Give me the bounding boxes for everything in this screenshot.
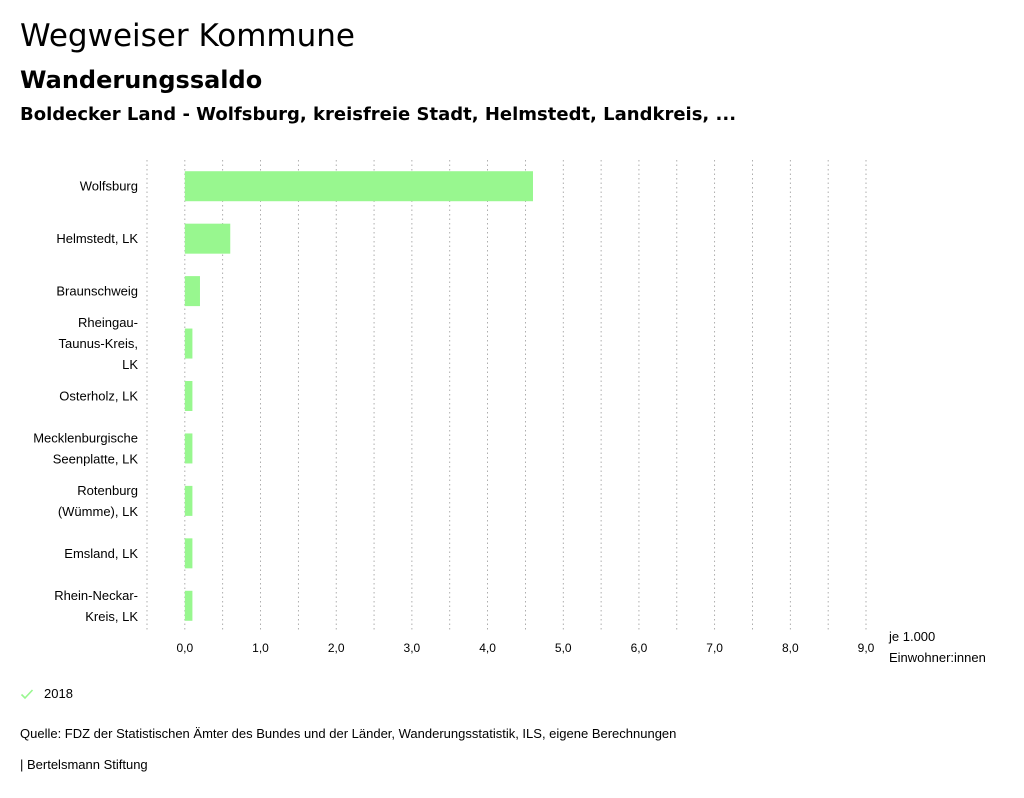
chart-bars (184, 171, 533, 621)
category-label: Rotenburg (Wümme), LK (58, 483, 139, 519)
x-tick-label: 0,0 (176, 641, 193, 655)
bar (184, 381, 193, 411)
bar (184, 485, 193, 516)
x-axis-ticks: 0,0 1,0 2,0 3,0 4,0 5,0 6,0 7,0 8,0 9,0 (176, 641, 874, 655)
check-icon (20, 688, 34, 699)
x-unit-label: Einwohner:innen (889, 650, 986, 665)
category-label: Helmstedt, LK (56, 231, 138, 246)
x-tick-label: 9,0 (858, 641, 875, 655)
bar (184, 590, 193, 621)
category-label: Wolfsburg (80, 179, 138, 194)
category-label: Braunschweig (56, 284, 138, 299)
category-label: Emsland, LK (64, 546, 138, 561)
category-label: Osterholz, LK (59, 389, 138, 404)
region-title: Boldecker Land - Wolfsburg, kreisfreie S… (20, 104, 737, 125)
x-tick-label: 7,0 (706, 641, 723, 655)
source-note: Quelle: FDZ der Statistischen Ämter des … (20, 726, 677, 741)
chart-subtitle: Wanderungssaldo (20, 66, 263, 94)
category-label: Rheingau-Taunus-Kreis, LK (59, 315, 139, 372)
legend-label: 2018 (44, 686, 73, 701)
x-tick-label: 6,0 (631, 641, 648, 655)
category-labels: Wolfsburg Helmstedt, LK Braunschweig Rheing… (33, 179, 138, 624)
legend[interactable]: 2018 (20, 686, 73, 701)
brand-note: | Bertelsmann Stiftung (20, 757, 148, 772)
x-tick-label: 3,0 (404, 641, 421, 655)
bar (184, 171, 533, 202)
bar (184, 276, 200, 307)
page-title: Wegweiser Kommune (20, 18, 355, 54)
x-tick-label: 5,0 (555, 641, 572, 655)
bar (184, 223, 231, 254)
x-tick-label: 8,0 (782, 641, 799, 655)
bar-chart: Wolfsburg Helmstedt, LK Braunschweig Rheing… (33, 160, 986, 665)
bar (184, 328, 193, 359)
bar (184, 433, 193, 464)
category-label: Rhein-Neckar-Kreis, LK (54, 588, 138, 624)
x-axis-label: je 1.000 Einwohner:innen (888, 629, 986, 665)
x-tick-label: 1,0 (252, 641, 269, 655)
x-tick-label: 2,0 (328, 641, 345, 655)
x-unit-label: je 1.000 (888, 629, 935, 644)
category-label: Mecklenburgische Seenplatte, LK (33, 430, 138, 466)
x-tick-label: 4,0 (479, 641, 496, 655)
chart-grid (146, 160, 867, 632)
bar (184, 538, 193, 569)
